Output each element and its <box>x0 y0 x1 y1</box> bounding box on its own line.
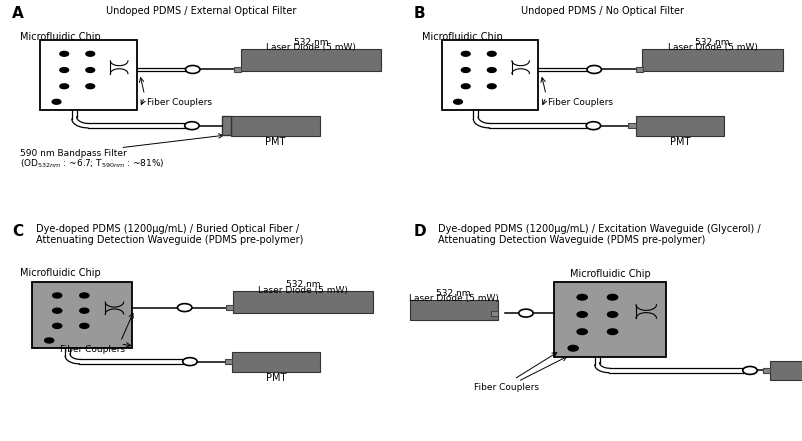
Text: Undoped PDMS / No Optical Filter: Undoped PDMS / No Optical Filter <box>520 5 683 15</box>
Circle shape <box>606 329 617 335</box>
Bar <box>441 40 537 110</box>
Bar <box>762 368 769 373</box>
Text: Undoped PDMS / External Optical Filter: Undoped PDMS / External Optical Filter <box>105 5 296 15</box>
Circle shape <box>606 312 617 317</box>
Bar <box>628 123 635 128</box>
Text: B: B <box>413 5 424 21</box>
Text: 532 nm: 532 nm <box>695 38 729 47</box>
Bar <box>490 310 497 316</box>
Bar <box>231 116 319 136</box>
Circle shape <box>60 84 68 89</box>
Circle shape <box>585 122 600 130</box>
Circle shape <box>184 122 199 130</box>
Bar <box>225 359 232 364</box>
Circle shape <box>185 65 200 73</box>
Text: Fiber Couplers: Fiber Couplers <box>547 98 612 107</box>
Text: D: D <box>413 224 426 239</box>
Bar <box>642 49 782 71</box>
Text: 532 nm: 532 nm <box>286 280 320 289</box>
Bar <box>635 116 723 136</box>
Bar <box>233 291 373 313</box>
Bar <box>635 67 642 72</box>
Circle shape <box>52 99 61 104</box>
Text: Fiber Couplers: Fiber Couplers <box>60 345 125 354</box>
Circle shape <box>577 295 586 300</box>
Text: Fiber Couplers: Fiber Couplers <box>147 98 211 107</box>
Bar <box>40 40 136 110</box>
Circle shape <box>79 293 89 298</box>
Bar <box>769 361 802 380</box>
Text: Laser Diode (5 mW): Laser Diode (5 mW) <box>258 286 347 295</box>
Circle shape <box>518 309 533 317</box>
Bar <box>234 67 241 72</box>
Text: Laser Diode (5 mW): Laser Diode (5 mW) <box>667 43 756 52</box>
Text: Laser Diode (5 mW): Laser Diode (5 mW) <box>266 43 355 52</box>
Text: Microfluidic Chip: Microfluidic Chip <box>20 32 101 42</box>
Circle shape <box>586 65 601 73</box>
Circle shape <box>86 67 95 72</box>
Text: C: C <box>12 224 23 239</box>
Circle shape <box>461 67 469 72</box>
Bar <box>226 305 233 310</box>
Circle shape <box>177 303 192 311</box>
Text: 532 nm: 532 nm <box>436 289 470 298</box>
Bar <box>241 49 381 71</box>
Text: Attenuating Detection Waveguide (PDMS pre-polymer): Attenuating Detection Waveguide (PDMS pr… <box>36 235 303 245</box>
Circle shape <box>487 84 496 89</box>
Bar <box>222 116 231 135</box>
Circle shape <box>461 84 469 89</box>
Circle shape <box>60 52 68 56</box>
Text: Microfluidic Chip: Microfluidic Chip <box>20 268 101 278</box>
Circle shape <box>453 99 462 104</box>
Text: Laser Diode (5 mW): Laser Diode (5 mW) <box>408 294 498 303</box>
Circle shape <box>742 366 756 374</box>
Circle shape <box>86 84 95 89</box>
Circle shape <box>577 312 586 317</box>
Circle shape <box>86 52 95 56</box>
Circle shape <box>45 338 54 343</box>
Circle shape <box>183 358 197 366</box>
Circle shape <box>487 52 496 56</box>
Bar <box>32 282 132 348</box>
Text: Dye-doped PDMS (1200μg/mL) / Buried Optical Fiber /: Dye-doped PDMS (1200μg/mL) / Buried Opti… <box>36 224 299 234</box>
Circle shape <box>461 52 469 56</box>
Text: PMT: PMT <box>265 373 286 383</box>
Text: Fiber Couplers: Fiber Couplers <box>473 382 538 392</box>
Text: PMT: PMT <box>265 138 286 147</box>
Bar <box>232 352 320 371</box>
Circle shape <box>577 329 586 335</box>
Text: 532 nm: 532 nm <box>294 38 328 47</box>
Circle shape <box>53 323 62 329</box>
Text: (OD$_{532nm}$ : ~6.7; T$_{590nm}$ : ~81%): (OD$_{532nm}$ : ~6.7; T$_{590nm}$ : ~81%… <box>20 158 164 170</box>
Circle shape <box>79 323 89 329</box>
Text: A: A <box>12 5 24 21</box>
Bar <box>553 282 666 357</box>
Circle shape <box>487 67 496 72</box>
Text: Microfluidic Chip: Microfluidic Chip <box>569 269 650 279</box>
Text: Dye-doped PDMS (1200μg/mL) / Excitation Waveguide (Glycerol) /: Dye-doped PDMS (1200μg/mL) / Excitation … <box>437 224 759 234</box>
Circle shape <box>567 345 577 351</box>
Circle shape <box>53 308 62 313</box>
Circle shape <box>606 295 617 300</box>
Text: Attenuating Detection Waveguide (PDMS pre-polymer): Attenuating Detection Waveguide (PDMS pr… <box>437 235 704 245</box>
Text: Microfluidic Chip: Microfluidic Chip <box>421 32 502 42</box>
Circle shape <box>53 293 62 298</box>
Text: PMT: PMT <box>669 138 689 147</box>
Bar <box>409 300 497 320</box>
Circle shape <box>60 67 68 72</box>
Circle shape <box>79 308 89 313</box>
Text: 590 nm Bandpass Filter: 590 nm Bandpass Filter <box>20 149 127 158</box>
